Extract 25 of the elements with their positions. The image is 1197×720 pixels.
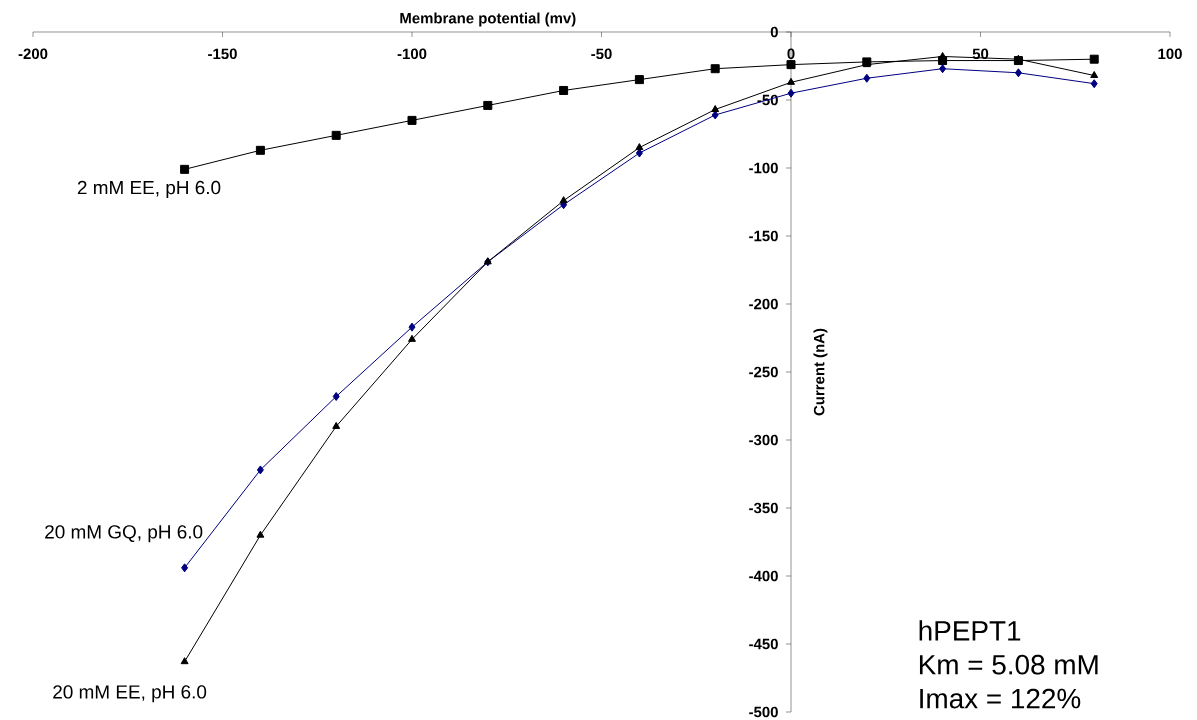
y-tick-label: -250 bbox=[749, 366, 778, 378]
y-tick-label: 0 bbox=[770, 26, 778, 38]
y-tick-label: -150 bbox=[749, 230, 778, 242]
y-axis-title: Current (nA) bbox=[813, 328, 828, 416]
series-label: 20 mM GQ, pH 6.0 bbox=[45, 525, 203, 543]
annotation: hPEPT1 bbox=[919, 620, 1021, 641]
y-tick-label: -450 bbox=[749, 638, 778, 650]
x-tick-label: -200 bbox=[18, 48, 48, 60]
series-label: 20 mM EE, pH 6.0 bbox=[53, 685, 207, 703]
y-tick-label: -300 bbox=[749, 434, 778, 446]
x-tick-label: -100 bbox=[397, 48, 427, 60]
x-tick-label: 50 bbox=[972, 48, 989, 60]
y-tick-label: -100 bbox=[749, 162, 778, 174]
x-tick-label: 0 bbox=[787, 48, 795, 60]
annotation: Imax = 122% bbox=[920, 688, 1081, 709]
y-tick-label: -200 bbox=[749, 298, 778, 310]
x-tick-label: 100 bbox=[1158, 48, 1182, 60]
y-tick-label: -400 bbox=[749, 570, 778, 582]
x-tick-label: -50 bbox=[591, 48, 612, 60]
y-tick-label: -350 bbox=[749, 502, 778, 514]
annotation: Km = 5.08 mM bbox=[919, 654, 1098, 675]
x-axis-title: Membrane potential (mv) bbox=[400, 12, 576, 27]
series-label: 2 mM EE, pH 6.0 bbox=[77, 180, 221, 199]
y-tick-label: -500 bbox=[749, 706, 778, 718]
x-tick-label: -150 bbox=[208, 48, 237, 60]
